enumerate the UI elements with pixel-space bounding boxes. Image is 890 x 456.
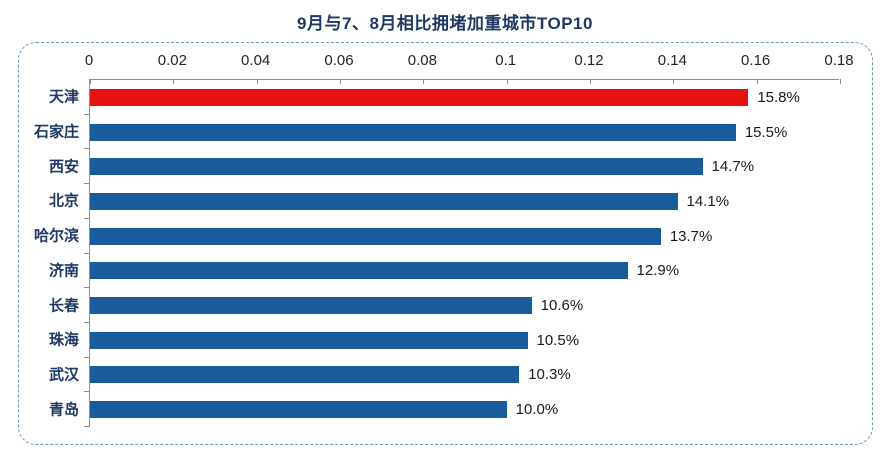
value-label: 14.7% [711, 158, 755, 176]
x-axis-tick-label: 0.1 [495, 52, 517, 69]
value-label: 15.5% [744, 123, 788, 141]
value-label: 13.7% [669, 227, 713, 245]
bar-row: 10.3% [90, 358, 839, 393]
value-label: 12.9% [636, 262, 680, 280]
value-label: 15.8% [757, 88, 800, 106]
bar-row: 15.8% [90, 80, 839, 115]
x-axis-tick-label: 0 [84, 52, 94, 69]
bar-row: 14.1% [90, 184, 839, 219]
x-axis-tick-label: 0.06 [324, 52, 354, 69]
category-tick-mark [84, 287, 90, 289]
category-label: 北京 [48, 192, 79, 210]
x-axis-tick-label: 0.02 [157, 52, 187, 69]
category-tick-mark [84, 148, 90, 150]
bar [90, 158, 703, 176]
bar [90, 331, 528, 349]
x-axis-tick-label: 0.16 [741, 52, 771, 69]
category-label: 哈尔滨 [33, 227, 79, 245]
bar-row: 10.5% [90, 323, 839, 358]
category-label: 西安 [48, 158, 79, 176]
category-tick-mark [84, 113, 90, 115]
bar [90, 297, 532, 315]
x-axis-tick-label: 0.14 [657, 52, 687, 69]
category-label: 青岛 [48, 401, 79, 419]
bar [90, 401, 507, 419]
plot-area: 15.8% 15.5% 14.7% 14.1% 13.7% 12.9% 10.6% 10.5%… [84, 79, 841, 427]
x-axis-tick-mark [506, 79, 508, 84]
bar [90, 192, 678, 210]
value-label: 14.1% [686, 192, 730, 210]
bar-row: 14.7% [90, 149, 839, 184]
category-label: 珠海 [48, 331, 79, 349]
bar-row: 10.0% [90, 392, 839, 427]
chart-panel: 0 0.02 0.04 0.06 0.08 0.1 0.12 0.14 0.16 0.18 天津石… [18, 42, 873, 445]
category-label: 济南 [48, 262, 79, 280]
category-label: 武汉 [48, 366, 79, 384]
bar [90, 366, 520, 384]
x-axis-tick-label: 0.04 [241, 52, 271, 69]
category-tick-mark [84, 217, 90, 219]
x-axis-tick-label: 0.08 [407, 52, 437, 69]
x-axis-tick-mark [590, 79, 591, 84]
chart-title: 9月与7、8月相比拥堵加重城市TOP10 [297, 14, 593, 33]
category-tick-mark [84, 183, 90, 185]
bar [90, 88, 749, 106]
category-label: 天津 [48, 88, 79, 106]
category-tick-mark [84, 252, 90, 254]
x-axis-tick-mark [673, 79, 675, 84]
bar [90, 123, 736, 141]
value-label: 10.0% [515, 401, 559, 419]
category-tick-mark [84, 321, 90, 323]
bar [90, 227, 661, 245]
value-label: 10.3% [528, 366, 571, 384]
category-tick-mark [84, 426, 90, 427]
category-tick-mark [84, 391, 90, 393]
x-axis-tick-mark [173, 79, 175, 84]
x-axis-tick-mark [340, 79, 341, 84]
x-axis-tick-mark [256, 79, 258, 84]
bar-row: 10.6% [90, 288, 839, 323]
x-axis-tick-label: 0.12 [574, 52, 604, 69]
x-axis-tick-mark [756, 79, 758, 84]
x-axis-tick-mark [840, 79, 841, 84]
bar-row: 13.7% [90, 219, 839, 254]
bar-row: 15.5% [90, 115, 839, 150]
category-label: 长春 [48, 297, 79, 315]
value-label: 10.5% [536, 331, 580, 349]
bar [90, 262, 628, 280]
value-label: 10.6% [540, 297, 584, 315]
x-axis-tick-mark [423, 79, 425, 84]
category-label: 石家庄 [33, 123, 79, 141]
category-tick-mark [84, 356, 90, 358]
bar-row: 12.9% [90, 254, 839, 289]
x-axis-tick-mark [90, 79, 91, 84]
x-axis-tick-label: 0.18 [824, 52, 854, 69]
